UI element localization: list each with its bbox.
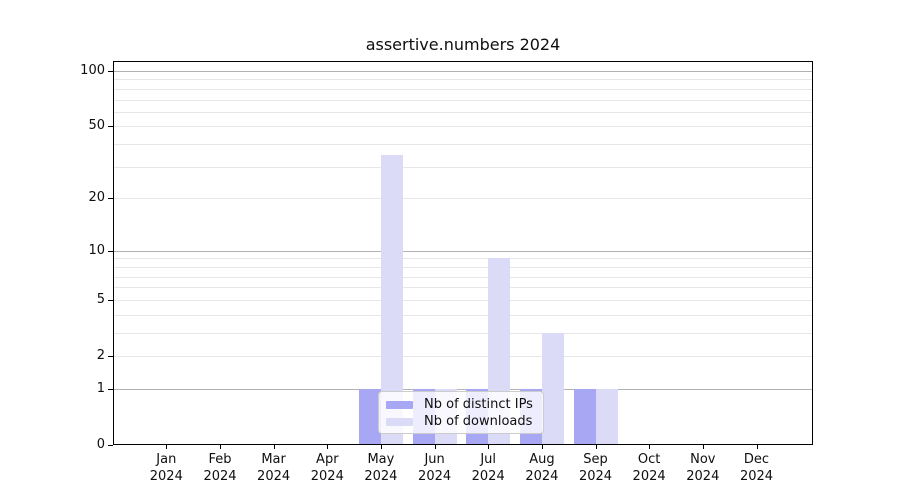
legend: Nb of distinct IPs Nb of downloads [378, 391, 544, 434]
legend-label: Nb of distinct IPs [424, 397, 533, 412]
x-tick-year: 2024 [364, 469, 398, 484]
chart-title: assertive.numbers 2024 [365, 35, 561, 54]
x-tick-mark [595, 445, 597, 449]
x-tick-label-dec: Dec 2024 [725, 451, 789, 485]
x-tick-label-jan: Jan 2024 [134, 451, 198, 485]
x-tick-mark [166, 445, 168, 449]
y-tick-mark [108, 198, 113, 200]
x-tick-month: Mar [261, 452, 286, 467]
bar-downloads-sep [595, 388, 618, 445]
y-tick-label: 1 [96, 380, 105, 396]
x-tick-mark [488, 445, 490, 449]
x-tick-label-sep: Sep 2024 [564, 451, 628, 485]
legend-swatch-distinct-ips [386, 400, 413, 409]
x-tick-mark [756, 445, 758, 449]
axes-spine [113, 61, 813, 445]
bar-downloads-may [380, 154, 403, 445]
x-tick-year: 2024 [203, 469, 237, 484]
gridline-major [113, 250, 813, 252]
y-tick-mark [108, 388, 113, 390]
x-tick-label-jul: Jul 2024 [456, 451, 520, 485]
x-tick-month: Jan [156, 452, 177, 467]
y-tick-mark [108, 445, 113, 446]
legend-swatch-downloads [386, 417, 413, 426]
x-tick-label-apr: Apr 2024 [295, 451, 359, 485]
x-tick-month: Jul [480, 452, 497, 467]
x-tick-label-mar: Mar 2024 [242, 451, 306, 485]
legend-item: Nb of distinct IPs [386, 396, 535, 413]
x-tick-year: 2024 [686, 469, 720, 484]
gridline-minor [113, 332, 813, 334]
y-tick-label: 10 [88, 242, 105, 258]
legend-label: Nb of downloads [424, 414, 533, 429]
x-tick-month: Aug [529, 452, 555, 467]
legend-item: Nb of downloads [386, 413, 535, 430]
x-tick-label-feb: Feb 2024 [188, 451, 252, 485]
x-tick-mark [380, 445, 382, 449]
x-tick-year: 2024 [257, 469, 291, 484]
y-tick-mark [108, 126, 113, 128]
x-tick-year: 2024 [310, 469, 344, 484]
x-tick-label-nov: Nov 2024 [671, 451, 735, 485]
y-tick-label: 5 [96, 291, 105, 307]
bar-downloads-aug [541, 332, 564, 445]
y-tick-label: 50 [88, 118, 105, 134]
x-tick-mark [649, 445, 651, 449]
x-tick-mark [434, 445, 436, 449]
gridline-minor [113, 144, 813, 146]
x-tick-mark [220, 445, 221, 449]
x-tick-month: Dec [743, 452, 770, 467]
x-tick-year: 2024 [739, 469, 774, 484]
x-tick-mark [702, 445, 704, 449]
y-tick-mark [108, 299, 113, 301]
gridline-major [113, 356, 813, 357]
bar-distinct-ips-sep [573, 388, 596, 445]
gridline-minor [113, 287, 813, 289]
x-tick-year: 2024 [149, 469, 183, 484]
x-tick-label-may: May 2024 [349, 451, 413, 485]
x-tick-month: Apr [316, 452, 339, 467]
y-tick-mark [108, 356, 113, 357]
x-tick-month: Sep [583, 452, 608, 467]
y-tick-mark [108, 250, 113, 252]
y-tick-label: 2 [96, 348, 105, 363]
x-tick-year: 2024 [525, 469, 559, 484]
gridline-major [113, 71, 813, 72]
y-tick-label: 100 [80, 63, 105, 78]
gridline-minor [113, 99, 813, 101]
x-tick-year: 2024 [471, 469, 505, 484]
x-tick-month: Jun [424, 452, 445, 467]
gridline-minor [113, 111, 813, 113]
y-tick-label: 0 [96, 437, 105, 452]
x-tick-year: 2024 [418, 469, 452, 484]
x-tick-month: May [367, 452, 395, 467]
plot-area: Nb of distinct IPs Nb of downloads [113, 61, 813, 445]
gridline-major [113, 299, 813, 301]
x-tick-label-jun: Jun 2024 [403, 451, 467, 485]
x-tick-label-aug: Aug 2024 [510, 451, 574, 485]
gridline-major [113, 198, 813, 200]
x-tick-month: Nov [690, 452, 716, 467]
x-tick-label-oct: Oct 2024 [617, 451, 681, 485]
bar-distinct-ips-may [358, 388, 381, 445]
gridline-minor [113, 276, 813, 278]
x-tick-mark [273, 445, 275, 449]
gridline-minor [113, 258, 813, 260]
x-tick-month: Feb [208, 452, 232, 467]
x-tick-year: 2024 [578, 469, 613, 484]
gridline-major [113, 126, 813, 128]
x-tick-mark [541, 445, 543, 449]
y-tick-mark [108, 71, 113, 72]
x-tick-mark [327, 445, 329, 449]
gridline-minor [113, 266, 813, 268]
gridline-minor [113, 79, 813, 81]
x-tick-year: 2024 [632, 469, 666, 484]
gridline-minor [113, 314, 813, 316]
gridline-minor [113, 88, 813, 90]
x-tick-month: Oct [637, 452, 661, 467]
gridline-minor [113, 166, 813, 168]
gridline-major [113, 388, 813, 390]
y-tick-label: 20 [88, 190, 105, 206]
